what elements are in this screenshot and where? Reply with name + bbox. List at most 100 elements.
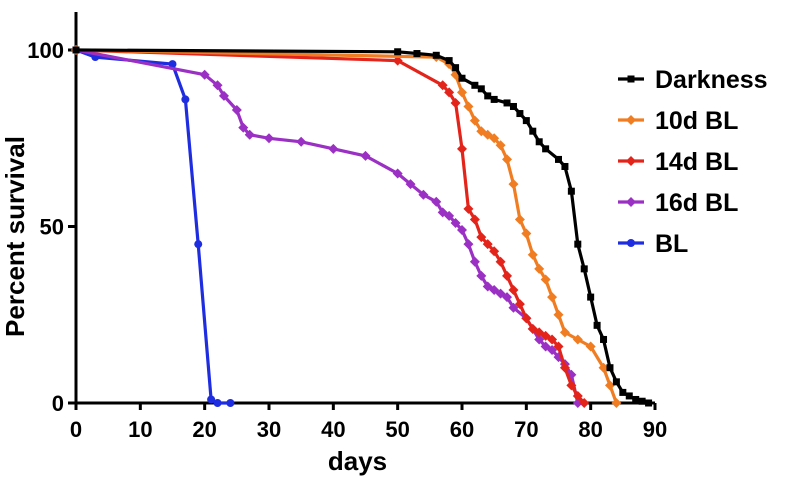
data-point-16d-bl (431, 196, 442, 207)
data-point-14d-bl (476, 232, 487, 243)
data-point-10d-bl (553, 309, 564, 320)
axes (74, 12, 655, 405)
series-14d-bl (71, 45, 590, 408)
data-point-14d-bl (508, 285, 519, 296)
legend-label: BL (655, 230, 688, 258)
data-point-14d-bl (553, 341, 564, 352)
data-point-10d-bl (514, 214, 525, 225)
data-point-bl (207, 395, 216, 404)
data-point-10d-bl (547, 292, 558, 303)
data-point-14d-bl (495, 256, 506, 267)
x-tick-label: 70 (514, 417, 538, 442)
data-point-14d-bl (547, 334, 558, 345)
data-point-10d-bl (540, 274, 551, 285)
legend-item-darkness: Darkness (618, 66, 768, 94)
series-line-10d-bl (75, 48, 618, 404)
data-point-16d-bl (405, 179, 416, 190)
data-point-darkness (561, 162, 569, 170)
y-axis-title: Percent survival (0, 136, 30, 337)
data-point-16d-bl (392, 168, 403, 179)
x-tick-label: 80 (578, 417, 602, 442)
data-point-16d-bl (296, 136, 307, 147)
data-point-10d-bl (463, 101, 474, 112)
data-point-10d-bl (572, 334, 583, 345)
data-point-bl (181, 95, 190, 104)
data-point-16d-bl (360, 150, 371, 161)
legend-item-16d-bl: 16d BL (618, 189, 738, 217)
series-10d-bl (71, 45, 622, 408)
x-tick-label: 60 (450, 417, 474, 442)
data-point-16d-bl (238, 122, 249, 133)
data-point-darkness (606, 364, 614, 372)
data-point-16d-bl (264, 133, 274, 144)
data-point-14d-bl (566, 380, 577, 391)
x-tick-label: 50 (385, 417, 409, 442)
data-point-14d-bl (502, 270, 513, 281)
x-axis-title: days (328, 446, 387, 476)
series-line-darkness (75, 48, 650, 405)
data-point-16d-bl (231, 105, 242, 116)
data-point-darkness (529, 127, 537, 135)
data-point-darkness (542, 145, 550, 153)
legend-swatch-marker (627, 239, 635, 247)
y-tick-label: 0 (52, 391, 64, 416)
data-point-10d-bl (611, 398, 622, 408)
data-point-darkness (509, 102, 517, 110)
data-point-darkness (445, 57, 453, 65)
axis-ticks: 0 10 20 30 40 50 60 70 80 90 0 50 100 (27, 38, 667, 442)
data-point-16d-bl (476, 270, 487, 281)
data-point-10d-bl (521, 228, 532, 239)
data-point-darkness (580, 265, 588, 273)
data-point-darkness (394, 48, 402, 56)
data-point-16d-bl (444, 210, 455, 221)
legend-swatch-marker (626, 197, 636, 207)
data-point-darkness (638, 397, 646, 405)
data-point-14d-bl (482, 239, 493, 250)
data-point-10d-bl (559, 327, 570, 338)
data-point-darkness (587, 293, 595, 301)
data-point-darkness (645, 399, 653, 407)
data-point-16d-bl (212, 80, 223, 91)
legend-item-14d-bl: 14d BL (618, 148, 738, 176)
data-point-darkness (413, 50, 421, 58)
legend-swatch-marker (626, 115, 636, 125)
data-point-darkness (72, 46, 80, 54)
data-point-16d-bl (418, 189, 429, 200)
x-tick-label: 30 (257, 417, 281, 442)
series-line-bl (75, 48, 231, 405)
data-point-14d-bl (463, 203, 474, 214)
y-tick-label: 50 (40, 215, 64, 240)
y-tick-label: 100 (27, 38, 64, 63)
data-point-16d-bl (244, 129, 255, 140)
legend-item-10d-bl: 10d BL (618, 107, 738, 135)
legend: Darkness 10d BL 14d BL 16d BL BL (618, 66, 768, 258)
x-tick-label: 20 (192, 417, 216, 442)
data-point-10d-bl (534, 263, 545, 274)
data-point-14d-bl (489, 246, 500, 257)
x-tick-label: 10 (128, 417, 152, 442)
data-point-16d-bl (469, 256, 480, 267)
data-point-darkness (600, 335, 608, 343)
series-layer (71, 45, 653, 408)
x-tick-label: 90 (643, 417, 667, 442)
data-point-10d-bl (527, 249, 538, 260)
data-point-10d-bl (604, 380, 615, 391)
data-point-darkness (432, 51, 440, 59)
data-point-darkness (535, 138, 543, 146)
data-point-darkness (477, 85, 485, 93)
data-point-darkness (567, 187, 575, 195)
x-tick-label: 40 (321, 417, 345, 442)
legend-swatch-marker (626, 156, 636, 166)
legend-swatch-marker (627, 75, 635, 83)
data-point-darkness (490, 95, 498, 103)
data-point-14d-bl (469, 214, 480, 225)
data-point-bl (168, 60, 177, 69)
data-point-16d-bl (328, 143, 339, 154)
legend-label: 14d BL (655, 148, 738, 176)
data-point-10d-bl (508, 179, 519, 190)
x-tick-label: 0 (70, 417, 82, 442)
data-point-darkness (471, 81, 479, 89)
data-point-darkness (632, 395, 640, 403)
data-point-14d-bl (457, 143, 467, 154)
